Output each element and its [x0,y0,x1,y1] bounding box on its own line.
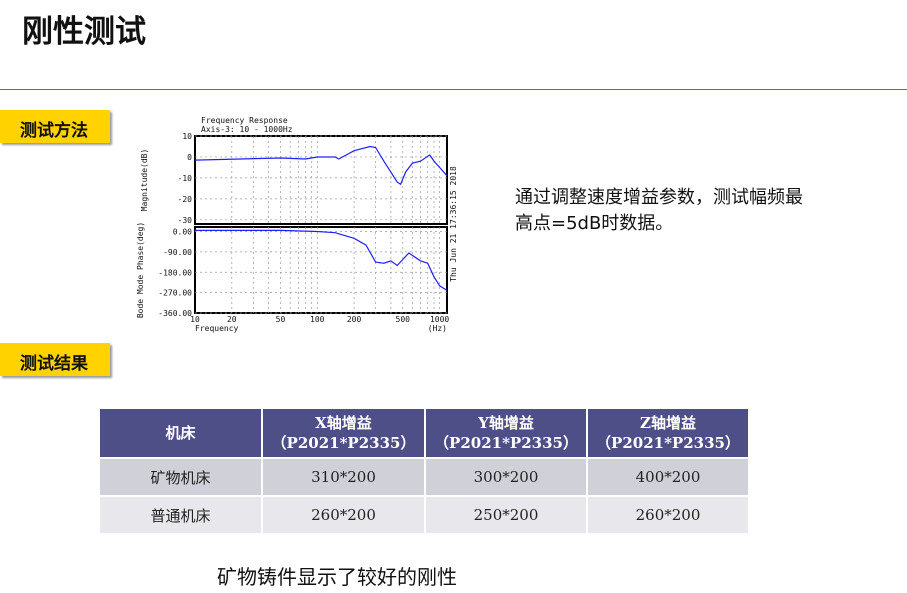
series-line-0 [194,145,448,186]
x-tick-label: 100 [310,315,325,324]
chart-timestamp: Thu Jun 21 17:36:15 2018 [449,166,458,282]
series-line-1 [195,229,448,291]
x-tick-label: 20 [227,315,237,324]
y-tick-label: 0.00 [173,228,192,237]
header-x-gain: X轴增益 （P2021*P2335） [261,407,426,459]
y-tick-label: -10 [178,174,193,183]
x-tick-label: 200 [347,315,362,324]
panel-frame-1 [194,226,448,314]
y-tick-label: -180.00 [158,268,192,277]
title-divider [0,89,907,90]
section-tag-method: 测试方法 [0,110,110,143]
y-axis-label: Magnitude(dB) [140,149,149,212]
cell: 400*200 [586,457,750,497]
cell: 260*200 [586,495,750,535]
x-tick-label: 10 [190,315,200,324]
chart-subtitle: Axis-3: 10 - 1000Hz [201,125,293,134]
header-machine: 机床 [98,407,263,459]
header-z-gain: Z轴增益 （P2021*P2335） [586,407,750,459]
cell: 矿物机床 [98,457,263,497]
table-row: 普通机床 260*200 250*200 260*200 [98,495,750,535]
panel-frame-0 [194,135,448,225]
x-tick-label: 1000 [430,315,449,324]
page-title: 刚性测试 [22,14,146,50]
x-axis-unit: (Hz) [428,324,447,333]
cell: 普通机床 [98,495,263,535]
conclusion-text: 矿物铸件显示了较好的刚性 [217,565,457,589]
y-axis-label: Bode Mode Phase(deg) [136,222,145,318]
chart-title: Frequency Response [201,116,288,125]
x-tick-label: 500 [396,315,411,324]
method-note: 通过调整速度增益参数，测试幅频最高点=5dB时数据。 [515,187,803,234]
results-table: 机床 X轴增益 （P2021*P2335） Y轴增益 （P2021*P2335） Z… [98,407,750,535]
y-tick-label: 0 [187,153,192,162]
header-y-gain: Y轴增益 （P2021*P2335） [424,407,588,459]
y-tick-label: 10 [182,132,192,141]
y-tick-label: -30 [178,216,193,225]
cell: 300*200 [424,457,588,497]
cell: 250*200 [424,495,588,535]
table-row: 矿物机床 310*200 300*200 400*200 [98,457,750,497]
x-axis-label: Frequency [195,324,239,333]
cell: 310*200 [261,457,426,497]
cell: 260*200 [261,495,426,535]
section-tag-result: 测试结果 [0,343,110,376]
y-tick-label: -360.00 [158,309,192,318]
table-header-row: 机床 X轴增益 （P2021*P2335） Y轴增益 （P2021*P2335） Z… [98,407,750,459]
y-tick-label: -270.00 [158,289,192,298]
y-tick-label: -90.00 [163,248,192,257]
x-tick-label: 50 [276,315,286,324]
y-tick-label: -20 [178,195,193,204]
